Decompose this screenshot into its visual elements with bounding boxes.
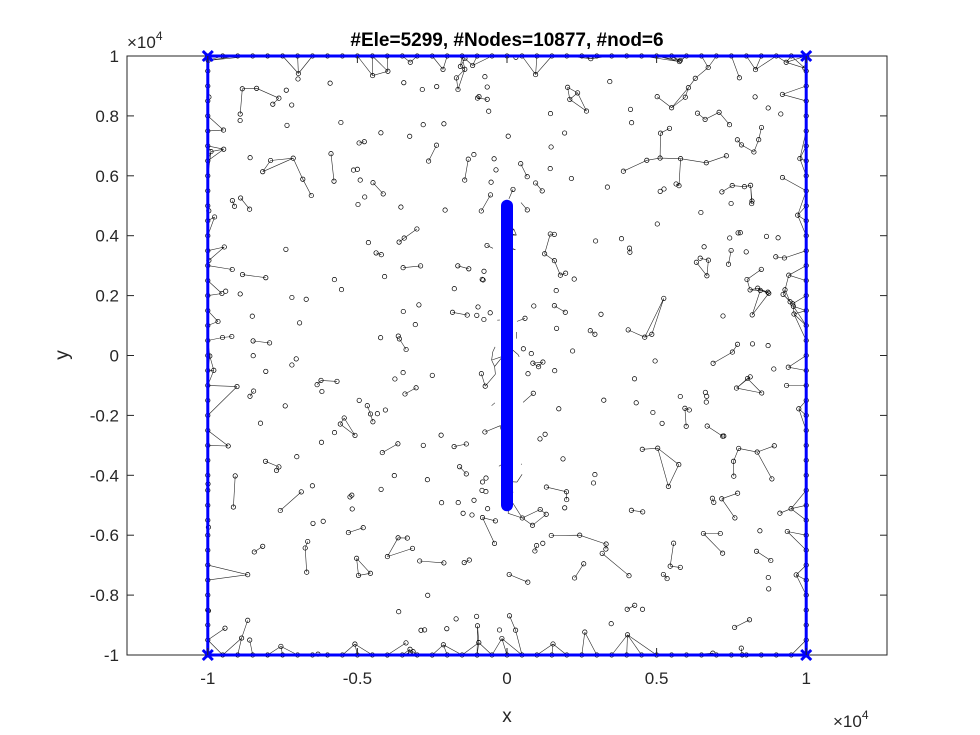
x-tick-label: 1 <box>801 669 810 688</box>
y-exponent-label: ×104 <box>127 29 163 52</box>
y-tick-label: -0.8 <box>90 586 119 605</box>
y-tick-label: 0.2 <box>95 287 119 306</box>
axis-ticks: -1 -0.5 0 0.5 1 -1 -0.8 -0.6 -0.4 -0.2 0 0.2 0.4 0.6 0… <box>90 47 887 688</box>
x-tick-label: 0 <box>502 669 511 688</box>
x-exponent-base: ×10 <box>833 712 862 731</box>
y-exponent-power: 4 <box>156 29 163 43</box>
x-exponent-power: 4 <box>862 708 869 722</box>
mesh-node-markers <box>205 53 809 658</box>
y-tick-label: 1 <box>110 47 119 66</box>
chart-title: #Ele=5299, #Nodes=10877, #nod=6 <box>350 30 663 51</box>
y-exponent-base: ×10 <box>127 33 156 52</box>
plot-area <box>126 49 888 662</box>
y-tick-label: 0.8 <box>95 107 119 126</box>
y-tick-label: 0.6 <box>95 167 119 186</box>
y-tick-label: -1 <box>104 646 119 665</box>
y-tick-label: -0.2 <box>90 406 119 425</box>
x-tick-label: -1 <box>200 669 215 688</box>
mesh-nodes <box>205 53 809 658</box>
y-axis-label: y <box>52 350 73 360</box>
x-exponent-label: ×104 <box>833 708 869 731</box>
y-tick-label: 0.4 <box>95 227 119 246</box>
y-tick-label: -0.6 <box>90 526 119 545</box>
x-tick-label: 0.5 <box>645 669 669 688</box>
axis-labels: #Ele=5299, #Nodes=10877, #nod=6 x y ×104… <box>52 29 869 731</box>
x-axis-label: x <box>502 706 512 727</box>
y-tick-label: 0 <box>110 347 119 366</box>
x-tick-label: -0.5 <box>343 669 372 688</box>
y-tick-label: -0.4 <box>90 466 119 485</box>
